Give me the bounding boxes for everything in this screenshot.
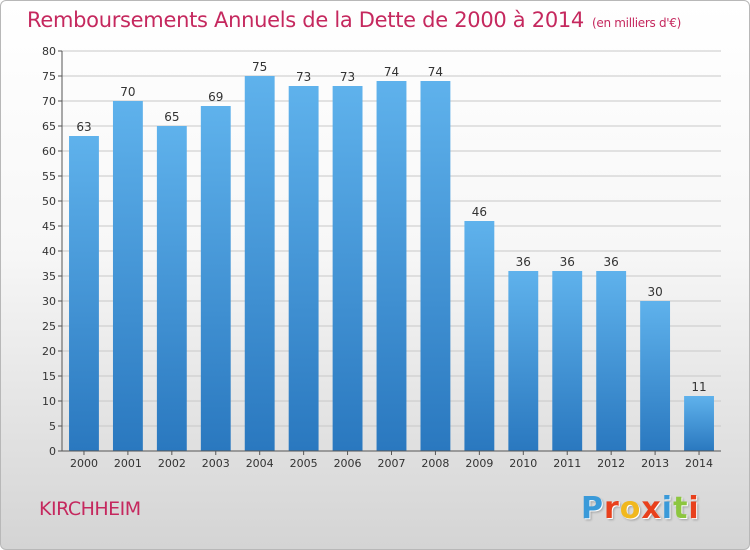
bar [332, 86, 363, 451]
y-tick-label: 20 [42, 345, 56, 358]
y-tick-label: 15 [42, 370, 56, 383]
chart-subtitle: (en milliers d'€) [592, 16, 682, 30]
y-tick-label: 0 [49, 445, 56, 458]
bar [596, 271, 627, 451]
x-tick-label: 2005 [290, 457, 318, 470]
x-tick-label: 2011 [553, 457, 581, 470]
bar [69, 136, 99, 451]
x-tick-label: 2004 [246, 457, 274, 470]
data-label: 65 [164, 110, 179, 124]
bar [288, 86, 319, 451]
y-tick-label: 80 [42, 45, 56, 58]
y-tick-label: 75 [42, 70, 56, 83]
bar [552, 271, 583, 451]
proxiti-logo[interactable]: Proxiti [581, 491, 700, 526]
data-label: 69 [208, 90, 223, 104]
y-tick-label: 35 [42, 270, 56, 283]
bar [464, 221, 495, 451]
y-tick-label: 60 [42, 145, 56, 158]
data-label: 74 [384, 65, 399, 79]
y-tick-label: 65 [42, 120, 56, 133]
y-tick-label: 55 [42, 170, 56, 183]
data-label: 63 [76, 120, 91, 134]
data-label: 36 [604, 255, 619, 269]
chart-title-text: Remboursements Annuels de la Dette de 20… [27, 8, 584, 32]
y-tick-label: 40 [42, 245, 56, 258]
data-label: 75 [252, 60, 267, 74]
x-tick-label: 2003 [202, 457, 230, 470]
bar [112, 101, 143, 451]
y-tick-label: 10 [42, 395, 56, 408]
y-tick-label: 30 [42, 295, 56, 308]
data-label: 73 [340, 70, 355, 84]
data-label: 30 [647, 285, 662, 299]
bar [508, 271, 539, 451]
x-tick-label: 2006 [334, 457, 362, 470]
x-tick-label: 2010 [509, 457, 537, 470]
axes: 0 5 10 15 20 25 30 35 40 45 50 55 60 65 70 75 80 2000 2001… [42, 45, 721, 470]
data-label: 73 [296, 70, 311, 84]
bar [640, 301, 671, 451]
data-label: 70 [120, 85, 135, 99]
data-label: 46 [472, 205, 487, 219]
chart-title: Remboursements Annuels de la Dette de 20… [27, 8, 681, 32]
data-label: 11 [691, 380, 706, 394]
y-tick-label: 50 [42, 195, 56, 208]
x-tick-label: 2008 [421, 457, 449, 470]
logo-letter: o [619, 491, 642, 526]
bar [156, 126, 187, 451]
x-tick-label: 2002 [158, 457, 186, 470]
x-tick-label: 2009 [465, 457, 493, 470]
logo-letter: i [661, 491, 674, 526]
y-tick-label: 45 [42, 220, 56, 233]
y-tick-label: 5 [49, 420, 56, 433]
bars: 63 70 65 69 75 73 73 74 74 46 36 36 36 30 11 [69, 60, 714, 451]
bar [420, 81, 451, 451]
bar [200, 106, 231, 451]
logo-letter: x [641, 491, 662, 526]
bar [684, 396, 714, 451]
bar-chart: 63 70 65 69 75 73 73 74 74 46 36 36 36 30 11 0 5 10 15 20 2… [42, 45, 721, 470]
x-tick-label: 2007 [378, 457, 406, 470]
x-tick-label: 2001 [114, 457, 142, 470]
x-tick-label: 2014 [685, 457, 713, 470]
x-tick-label: 2012 [597, 457, 625, 470]
y-tick-label: 25 [42, 320, 56, 333]
x-tick-label: 2013 [641, 457, 669, 470]
logo-letter: i [688, 491, 700, 526]
x-tick-label: 2000 [70, 457, 98, 470]
logo-letter: r [604, 491, 620, 526]
data-label: 74 [428, 65, 443, 79]
logo-letter: P [581, 491, 604, 526]
data-label: 36 [516, 255, 531, 269]
y-tick-label: 70 [42, 95, 56, 108]
data-label: 36 [560, 255, 575, 269]
bar [244, 76, 275, 451]
bar [376, 81, 407, 451]
logo-letter: t [673, 491, 689, 526]
location-label: KIRCHHEIM [39, 498, 141, 520]
